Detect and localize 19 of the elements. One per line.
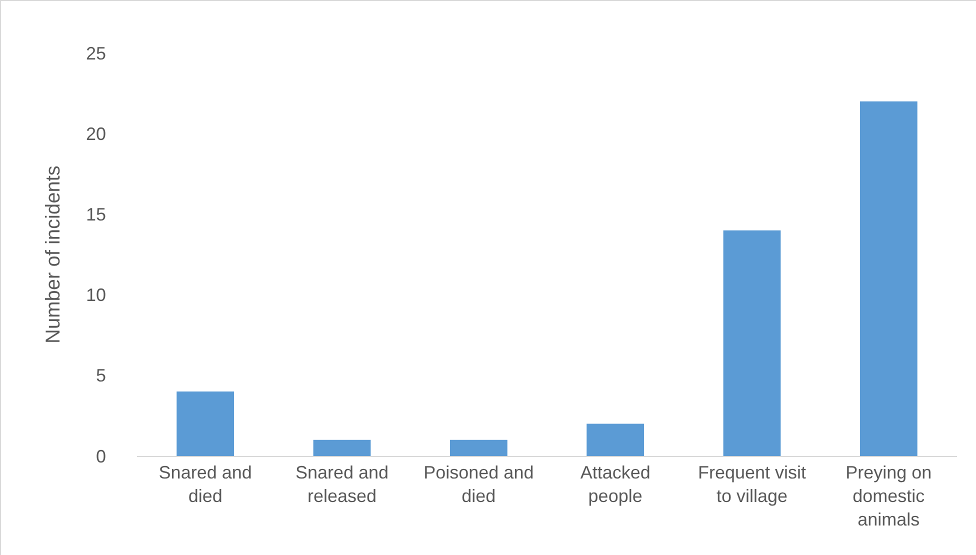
y-tick-label: 5 xyxy=(96,366,106,386)
x-tick-label: Attacked people xyxy=(580,462,650,506)
bar xyxy=(860,101,918,456)
y-tick-label: 20 xyxy=(86,124,106,144)
x-tick-label: Poisoned and died xyxy=(424,462,534,506)
y-tick-label: 0 xyxy=(96,446,106,466)
y-axis-title: Number of incidents xyxy=(42,166,64,344)
y-tick-label: 10 xyxy=(86,285,106,306)
bar xyxy=(723,230,781,456)
y-tick-label: 25 xyxy=(86,43,106,64)
bar xyxy=(586,424,644,456)
bar xyxy=(176,392,234,456)
y-tick-label: 15 xyxy=(86,204,106,224)
x-tick-label: Preying on domestic animals xyxy=(846,462,932,530)
bar xyxy=(450,440,508,456)
bar xyxy=(313,440,371,456)
x-tick-label: Frequent visit to village xyxy=(698,462,806,506)
x-tick-label: Snared and died xyxy=(158,462,252,506)
x-tick-label: Snared and released xyxy=(295,462,389,506)
